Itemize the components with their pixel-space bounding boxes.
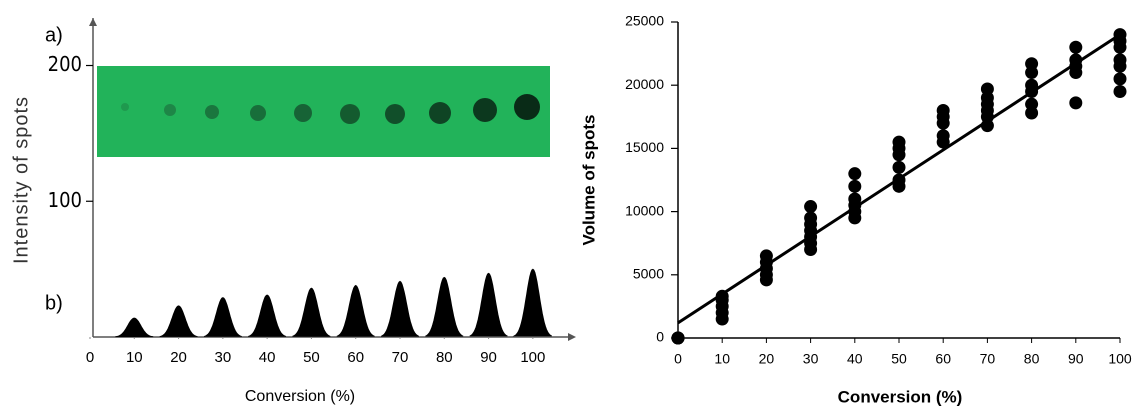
spot <box>121 103 129 111</box>
x-tick-label: 80 <box>436 349 453 366</box>
y-tick-label: 10000 <box>625 202 664 218</box>
point <box>937 129 950 142</box>
x-tick-label: 30 <box>215 349 232 366</box>
point <box>893 136 906 149</box>
spot <box>429 102 451 124</box>
x-tick-label: 90 <box>1068 351 1084 367</box>
y-axis-arrow <box>89 18 97 26</box>
spot-image <box>97 66 550 157</box>
y-tick-label: 15000 <box>625 139 664 155</box>
peak <box>337 285 375 336</box>
spot <box>340 104 360 124</box>
peak <box>381 281 419 336</box>
point <box>804 211 817 224</box>
spot <box>385 104 405 124</box>
peak <box>425 277 463 336</box>
spot <box>205 105 219 119</box>
point <box>848 167 861 180</box>
x-tick-label: 100 <box>520 349 545 366</box>
x-tick-label: 100 <box>1108 351 1132 367</box>
x-tick-label: 0 <box>674 351 682 367</box>
point <box>1069 96 1082 109</box>
x-tick-label: 50 <box>891 351 907 367</box>
peak <box>293 288 331 336</box>
x-tick-label: 20 <box>170 349 187 366</box>
peak <box>160 306 198 337</box>
spot <box>473 98 497 122</box>
y-tick-label: 0 <box>656 329 664 345</box>
y-axis-title: Volume of spots <box>579 115 598 246</box>
peak <box>204 298 242 337</box>
peak <box>115 318 153 337</box>
panel-label: a) <box>45 24 63 46</box>
point <box>804 200 817 213</box>
x-axis-title: Conversion (%) <box>838 387 963 406</box>
point <box>1025 98 1038 111</box>
spot <box>294 104 312 122</box>
x-tick-label: 10 <box>126 349 143 366</box>
x-tick-label: 10 <box>714 351 730 367</box>
trendline <box>678 35 1120 323</box>
peak <box>514 269 552 336</box>
x-axis-title: Conversion (%) <box>245 388 355 405</box>
y-axis-title: Intensity of spots <box>10 96 32 264</box>
x-tick-label: 70 <box>980 351 996 367</box>
spot <box>250 105 266 121</box>
x-tick-label: 50 <box>303 349 320 366</box>
point <box>1114 85 1127 98</box>
point <box>937 104 950 117</box>
x-axis-arrow <box>568 333 576 341</box>
y-tick-label: 100 <box>48 188 82 212</box>
x-tick-label: 30 <box>803 351 819 367</box>
point <box>981 82 994 95</box>
x-tick-label: 0 <box>86 349 94 366</box>
point <box>1114 53 1127 66</box>
x-tick-label: 70 <box>392 349 409 366</box>
point <box>848 180 861 193</box>
y-tick-label: 5000 <box>633 266 664 282</box>
figure: 1002000102030405060708090100Conversion (… <box>0 0 1135 411</box>
peak <box>470 273 508 336</box>
x-tick-label: 60 <box>935 351 951 367</box>
x-tick-label: 90 <box>480 349 497 366</box>
point <box>1069 41 1082 54</box>
spot <box>514 94 540 120</box>
point <box>893 161 906 174</box>
point <box>1025 57 1038 70</box>
y-tick-label: 25000 <box>625 13 664 29</box>
x-tick-label: 40 <box>847 351 863 367</box>
x-tick-label: 40 <box>259 349 276 366</box>
y-tick-label: 20000 <box>625 76 664 92</box>
x-tick-label: 80 <box>1024 351 1040 367</box>
y-tick-label: 200 <box>48 52 82 76</box>
point <box>672 332 685 345</box>
panel-label: b) <box>45 292 63 314</box>
peak <box>248 295 286 337</box>
x-tick-label: 20 <box>759 351 775 367</box>
x-tick-label: 60 <box>347 349 364 366</box>
point <box>760 249 773 262</box>
spot <box>164 104 176 116</box>
point <box>1114 72 1127 85</box>
